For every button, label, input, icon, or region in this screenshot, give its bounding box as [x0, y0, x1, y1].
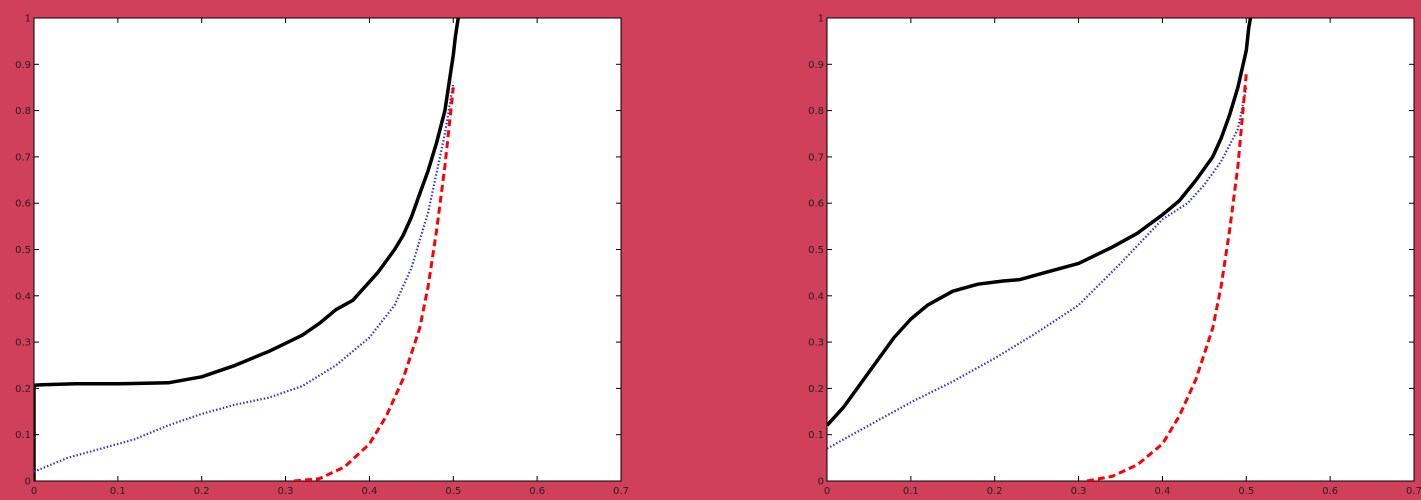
series-line-dashed [293, 87, 455, 481]
y-tick-label: 0.4 [808, 291, 824, 302]
series-line-dotted [827, 87, 1248, 450]
y-tick-label: 0.3 [15, 338, 31, 349]
x-tick-label: 0 [824, 486, 830, 497]
y-tick-label: 0.7 [15, 152, 31, 163]
x-tick-label: 0.5 [1238, 486, 1254, 497]
y-tick-label: 1 [25, 14, 31, 25]
x-tick-label: 0.7 [1406, 486, 1421, 497]
y-tick-label: 0.8 [808, 106, 824, 117]
y-tick-label: 0.8 [15, 106, 31, 117]
y-tick-label: 0.5 [808, 245, 824, 256]
x-tick-label: 0.7 [613, 486, 629, 497]
series-line-dashed [1086, 73, 1248, 481]
x-tick-label: 0.1 [110, 486, 126, 497]
chart-panel-1: 0 0.1 0.2 0.3 0.4 0.5 0.6 0.7 0.8 0.9 1 0 0.1 0.2 0.3 0… [15, 14, 629, 498]
x-tick-label: 0.2 [194, 486, 210, 497]
x-tick-label: 0.2 [987, 486, 1003, 497]
y-tick-label: 0.7 [808, 152, 824, 163]
y-tick-label: 0 [25, 477, 31, 488]
series-line-dotted [34, 82, 455, 473]
y-tick-label: 0.5 [15, 245, 31, 256]
y-tick-label: 0.9 [808, 60, 824, 71]
y-tick-label: 0.2 [15, 384, 31, 395]
x-tick-label: 0.3 [278, 486, 294, 497]
series-line-solid [34, 17, 461, 481]
y-tick-label: 0.9 [15, 60, 31, 71]
x-tick-label: 0.4 [361, 486, 377, 497]
x-tick-label: 0 [31, 486, 37, 497]
y-tick-label: 0.3 [808, 338, 824, 349]
y-tick-label: 0.1 [15, 430, 31, 441]
x-tick-label: 0.5 [445, 486, 461, 497]
x-tick-label: 0.1 [903, 486, 919, 497]
plot-area [33, 17, 622, 482]
y-tick-label: 1 [818, 14, 824, 25]
y-tick-label: 0.6 [808, 199, 824, 210]
series-line-solid [827, 17, 1253, 427]
x-tick-label: 0.3 [1071, 486, 1087, 497]
plot-area [826, 17, 1415, 482]
chart-panel-2: 0 0.1 0.2 0.3 0.4 0.5 0.6 0.7 0.8 0.9 1 0 0.1 0.2 0.3 0… [808, 14, 1421, 498]
y-tick-label: 0 [818, 477, 824, 488]
x-tick-label: 0.4 [1154, 486, 1170, 497]
y-tick-label: 0.4 [15, 291, 31, 302]
y-tick-label: 0.6 [15, 199, 31, 210]
x-tick-label: 0.6 [529, 486, 545, 497]
y-tick-label: 0.1 [808, 430, 824, 441]
x-tick-label: 0.6 [1322, 486, 1338, 497]
y-tick-label: 0.2 [808, 384, 824, 395]
